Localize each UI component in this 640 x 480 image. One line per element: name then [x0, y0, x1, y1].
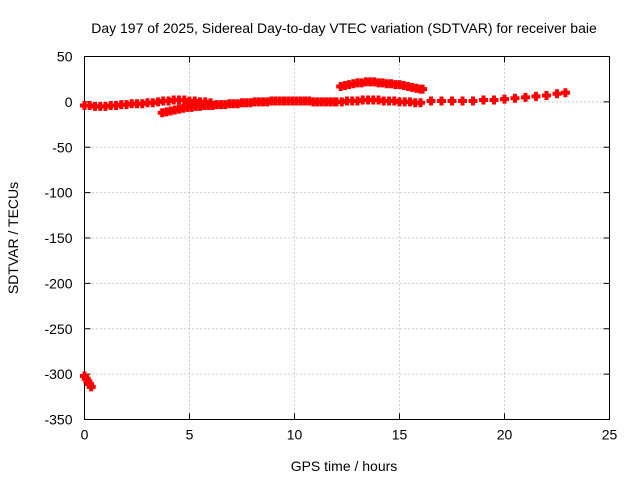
chart-title: Day 197 of 2025, Sidereal Day-to-day VTE…	[91, 20, 597, 36]
data-point	[458, 96, 467, 106]
data-point	[489, 95, 499, 105]
x-axis-label: GPS time / hours	[291, 458, 398, 474]
series-0	[80, 371, 96, 392]
series-5	[426, 88, 570, 106]
y-tick-label: 0	[65, 94, 73, 110]
data-point	[86, 382, 96, 392]
data-point	[531, 91, 541, 101]
y-tick-label: -300	[44, 366, 72, 382]
data-point	[447, 96, 457, 106]
data-point	[542, 91, 551, 101]
data-point	[521, 92, 530, 102]
series-3	[332, 95, 425, 108]
data-points	[80, 77, 570, 392]
data-point	[560, 88, 570, 98]
data-point	[552, 89, 562, 99]
data-point	[416, 98, 425, 108]
y-tick-label: -250	[44, 321, 72, 337]
x-tick-label: 15	[392, 427, 408, 443]
y-axis-label: SDTVAR / TECUs	[5, 182, 21, 294]
series-2	[157, 96, 339, 118]
x-tick-label: 10	[287, 427, 303, 443]
y-tick-label: 50	[57, 49, 73, 65]
data-point	[479, 95, 488, 105]
y-tick-label: -150	[44, 230, 72, 246]
data-point	[418, 84, 428, 94]
data-point	[468, 96, 478, 106]
y-tick-label: -100	[44, 185, 72, 201]
data-point	[437, 96, 446, 106]
y-tick-label: -200	[44, 275, 72, 291]
x-tick-label: 5	[186, 427, 194, 443]
grid	[84, 56, 610, 420]
data-point	[510, 93, 520, 103]
series-4	[336, 77, 428, 94]
x-tick-label: 0	[81, 427, 89, 443]
x-tick-label: 25	[602, 427, 618, 443]
x-tick-label: 20	[497, 427, 513, 443]
data-point	[426, 96, 436, 106]
axis-ticks: 0 5 10 15 20 25 50 0 -50 -100 -150 -200 -250 -300 -350	[44, 49, 617, 443]
y-tick-label: -350	[44, 412, 72, 428]
y-tick-label: -50	[52, 139, 72, 155]
data-point	[500, 94, 509, 104]
